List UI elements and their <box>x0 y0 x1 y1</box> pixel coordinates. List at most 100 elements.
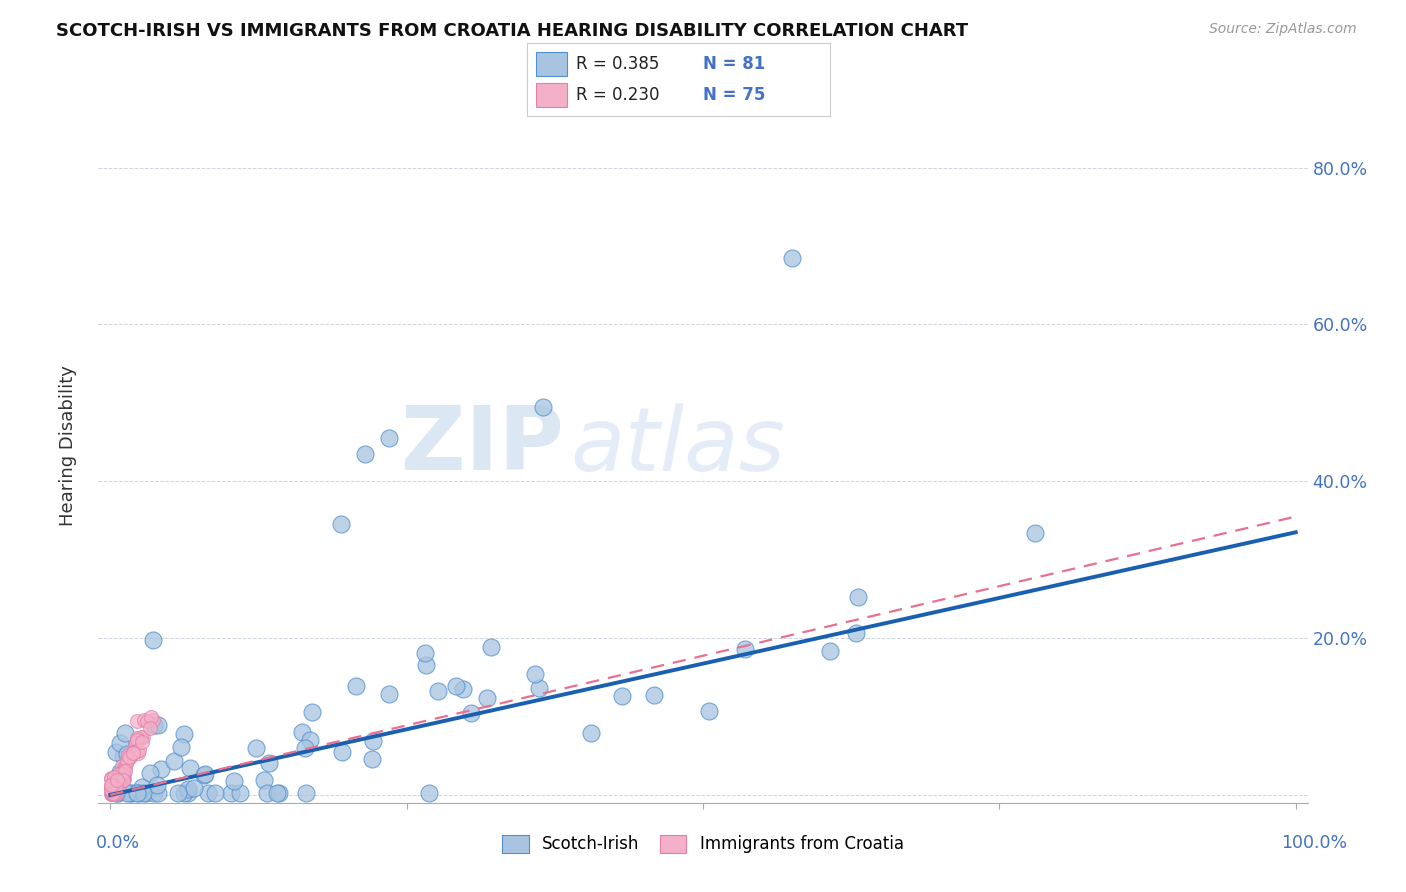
Point <box>138 721 160 735</box>
Point <box>112 767 135 781</box>
Point <box>142 713 165 727</box>
Point <box>100 771 122 785</box>
Point <box>111 773 134 788</box>
Point <box>295 786 318 800</box>
Point <box>444 679 467 693</box>
Point <box>108 766 131 780</box>
Point <box>103 778 125 792</box>
Point <box>256 786 278 800</box>
Y-axis label: Hearing Disability: Hearing Disability <box>59 366 77 526</box>
Point <box>245 741 267 756</box>
Point <box>125 744 148 758</box>
Point <box>118 750 141 764</box>
Point <box>108 769 131 783</box>
Point <box>105 786 128 800</box>
Point <box>107 775 129 789</box>
Point <box>100 779 122 793</box>
Point <box>361 752 384 766</box>
Point <box>124 739 146 754</box>
Point <box>344 679 367 693</box>
Point <box>100 783 122 797</box>
Point <box>531 400 554 414</box>
Point <box>111 768 134 782</box>
Point <box>523 667 546 681</box>
Bar <box>536 83 567 107</box>
Point <box>150 762 173 776</box>
Point <box>108 777 131 791</box>
Point <box>131 734 153 748</box>
Point <box>100 787 122 801</box>
Point <box>427 684 450 698</box>
Point <box>117 747 139 762</box>
Point <box>330 517 353 532</box>
Point <box>111 759 134 773</box>
Point <box>183 780 205 795</box>
Point <box>100 772 122 787</box>
Point <box>291 724 314 739</box>
Point <box>129 730 152 744</box>
Point <box>103 780 125 795</box>
Point <box>269 786 291 800</box>
Point <box>103 770 125 784</box>
Point <box>222 773 245 788</box>
Point <box>818 644 841 658</box>
Point <box>845 626 868 640</box>
Point <box>204 786 226 800</box>
Point <box>132 713 155 727</box>
Point <box>361 734 384 748</box>
Point <box>104 780 127 795</box>
Point <box>101 787 124 801</box>
Point <box>529 681 551 696</box>
Point <box>101 780 124 794</box>
Point <box>110 772 132 787</box>
Text: atlas: atlas <box>569 403 785 489</box>
Point <box>104 773 127 788</box>
Point <box>122 746 145 760</box>
Point <box>176 786 198 800</box>
Point <box>114 756 136 771</box>
Point <box>579 726 602 740</box>
Text: 100.0%: 100.0% <box>1281 834 1347 852</box>
Point <box>127 746 149 760</box>
Point <box>101 786 124 800</box>
Point <box>846 591 869 605</box>
Point <box>112 764 135 778</box>
Point <box>643 688 665 702</box>
Point <box>173 727 195 741</box>
Point <box>219 786 242 800</box>
Point <box>354 447 377 461</box>
Point <box>111 764 134 779</box>
Text: N = 75: N = 75 <box>703 87 765 104</box>
Point <box>139 765 162 780</box>
Point <box>780 251 803 265</box>
Point <box>177 782 200 797</box>
Point <box>103 775 125 789</box>
Point <box>110 776 132 790</box>
Point <box>163 755 186 769</box>
Point <box>100 787 122 801</box>
Point <box>131 786 153 800</box>
Text: N = 81: N = 81 <box>703 54 765 72</box>
Point <box>115 747 138 761</box>
Text: SCOTCH-IRISH VS IMMIGRANTS FROM CROATIA HEARING DISABILITY CORRELATION CHART: SCOTCH-IRISH VS IMMIGRANTS FROM CROATIA … <box>56 22 969 40</box>
Point <box>100 787 122 801</box>
Point <box>112 772 135 787</box>
Point <box>194 767 217 781</box>
Point <box>378 431 401 445</box>
Point <box>127 786 149 800</box>
Point <box>110 736 132 750</box>
Point <box>612 689 634 703</box>
Point <box>142 718 165 732</box>
Point <box>169 739 191 754</box>
Point <box>111 766 134 780</box>
Point <box>135 786 157 800</box>
Point <box>101 778 124 792</box>
Point <box>105 787 128 801</box>
Point <box>142 786 165 800</box>
Text: Source: ZipAtlas.com: Source: ZipAtlas.com <box>1209 22 1357 37</box>
Text: R = 0.230: R = 0.230 <box>575 87 659 104</box>
Point <box>146 786 169 800</box>
Point <box>294 741 316 756</box>
Point <box>105 772 128 787</box>
Point <box>118 786 141 800</box>
